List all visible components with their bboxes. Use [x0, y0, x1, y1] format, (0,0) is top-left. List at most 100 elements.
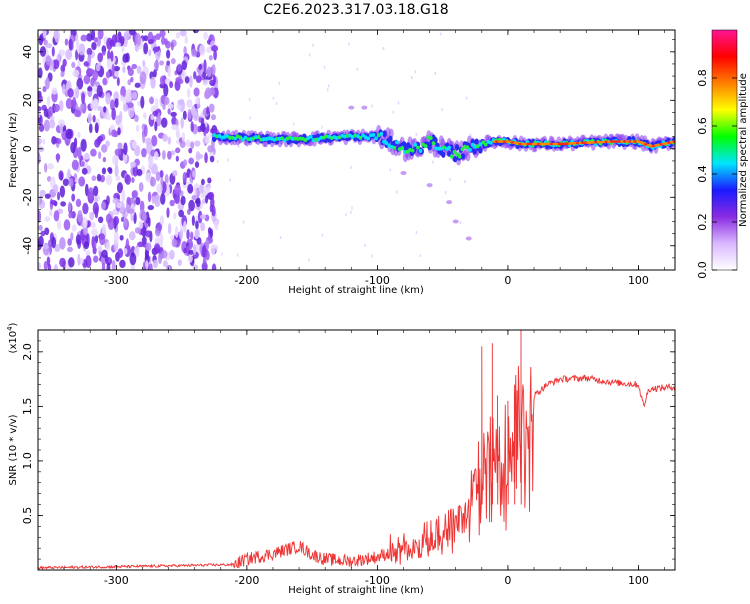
spectrogram-noise-blob: [203, 59, 207, 73]
spectrogram-ridge-core: [298, 136, 303, 141]
spectrogram-ridge-core: [361, 133, 365, 138]
spectrogram-noise-blob: [162, 260, 168, 268]
spectrogram-ridge-core: [405, 149, 410, 154]
spectrogram-noise-blob: [131, 63, 138, 70]
spectrogram-speckle: [415, 132, 418, 136]
spectrogram-noise-blob: [159, 30, 166, 38]
spectrogram-noise-blob: [93, 240, 97, 249]
spectrogram-noise-blob: [38, 105, 42, 112]
spectrogram-noise-blob: [117, 142, 123, 150]
spectrogram-noise-blob: [106, 262, 111, 270]
spectrogram-noise-blob: [188, 249, 195, 255]
spectrogram-noise-blob: [188, 157, 194, 165]
spectrogram-noise-blob: [175, 31, 181, 39]
spectrogram-noise-blob: [133, 212, 137, 224]
spectrogram-speckle: [348, 42, 350, 46]
spectrogram-noise-blob: [53, 103, 60, 113]
spectrogram-noise-blob: [72, 69, 80, 78]
spectrogram-noise-blob: [181, 132, 186, 142]
spectrogram-noise-blob: [195, 220, 199, 230]
spectrogram-noise-blob: [161, 250, 168, 259]
spectrogram-speckle: [312, 43, 314, 47]
spectrogram-noise-blob: [198, 184, 204, 194]
spectrogram-noise-blob: [43, 108, 50, 118]
spectrogram-noise-blob: [148, 157, 154, 168]
spectrogram-speckle: [248, 97, 251, 101]
spectrogram-noise-blob: [51, 236, 57, 249]
spectrogram-ridge-core: [225, 134, 230, 139]
spectrogram-noise-blob: [179, 30, 187, 37]
spectrogram-noise-blob: [130, 76, 134, 83]
spectrogram-noise-blob: [209, 79, 216, 86]
spectrogram-noise-blob: [140, 95, 145, 109]
spectrogram-noise-blob: [182, 110, 187, 120]
spectrogram-noise-blob: [119, 235, 124, 241]
spectrogram-x-tick-label: -100: [365, 274, 390, 287]
spectrogram-noise-blob: [76, 77, 84, 90]
spectrogram-noise-blob: [183, 220, 187, 232]
spectrogram-ridge-core: [280, 136, 284, 141]
spectrogram-ridge-core: [238, 135, 243, 140]
spectrogram-ridge-core: [447, 145, 451, 150]
spectrogram-noise-blob: [71, 159, 79, 171]
spectrogram-noise-blob: [193, 87, 200, 97]
spectrogram-ridge-blue: [401, 141, 407, 148]
spectrogram-noise-blob: [202, 79, 209, 86]
spectrogram-noise-blob: [112, 154, 119, 166]
spectrogram-ridge-core: [460, 147, 465, 152]
spectrogram-noise-blob: [105, 241, 111, 252]
spectrogram-ridge-core: [233, 136, 237, 141]
spectrogram-noise-blob: [169, 249, 175, 260]
spectrogram-noise-blob: [82, 202, 89, 215]
spectrogram-noise-blob: [200, 222, 206, 232]
spectrogram-ridge-core: [314, 137, 318, 142]
spectrogram-noise-blob: [190, 121, 194, 133]
colorbar-ticks: 0.0 0.2 0.4 0.6 0.8: [696, 69, 737, 279]
spectrogram-ridge-core: [254, 135, 258, 140]
snr-x-axis-label: Height of straight line (km): [288, 585, 424, 596]
spectrogram-noise-blob: [150, 114, 155, 121]
spectrogram-noise-blob: [94, 122, 99, 134]
spectrogram-noise-blob: [68, 211, 73, 219]
spectrogram-noise-blob: [97, 52, 104, 63]
spectrogram-noise-blob: [51, 87, 58, 95]
spectrogram-noise-blob: [81, 92, 86, 105]
spectrogram-speckle: [237, 144, 240, 148]
spectrogram-noise-blob: [111, 107, 116, 121]
spectrogram-noise-blob: [180, 116, 184, 129]
spectrogram-ridge-core: [457, 154, 462, 159]
spectrogram-noise-blob: [200, 214, 207, 220]
spectrogram-noise-blob: [105, 71, 111, 79]
spectrogram-noise-blob: [145, 242, 152, 252]
spectrogram-noise-blob: [62, 178, 70, 187]
spectrogram-noise-blob: [134, 114, 139, 123]
spectrogram-noise-blob: [92, 115, 96, 123]
spectrogram-noise-blob: [206, 106, 210, 115]
snr-multiplier-prefix: (x10: [8, 331, 19, 354]
spectrogram-ridge-core: [465, 145, 470, 150]
spectrogram-noise-blob: [187, 183, 194, 194]
snr-y-axis-label: SNR (10 * v/v): [8, 414, 19, 485]
colorbar-tick-label: 0.8: [696, 69, 709, 87]
spectrogram-ridge-peak: [672, 140, 675, 143]
colorbar-tick-label: 0.0: [696, 261, 709, 279]
spectrogram-speckle: [275, 102, 278, 106]
spectrogram-noise-blob: [87, 187, 95, 200]
spectrogram-noise-blob: [154, 121, 158, 132]
spectrogram-ridge-core: [319, 135, 324, 140]
spectrogram-noise-blob: [177, 259, 182, 266]
spectrogram-noise-blob: [179, 229, 184, 240]
spectrogram-noise-blob: [54, 30, 60, 43]
spectrogram-noise-blob: [105, 256, 113, 266]
spectrogram-noise-blob: [73, 109, 81, 118]
spectrogram-noise-blob: [72, 96, 77, 110]
spectrogram-noise-blob: [42, 86, 47, 93]
spectrogram-noise-blob: [211, 64, 216, 76]
spectrogram-noise-blob: [175, 147, 181, 154]
spectrogram-noise-blob: [44, 162, 48, 173]
spectrogram-feature: [446, 200, 453, 205]
spectrogram-noise-blob: [152, 259, 159, 269]
spectrogram-noise-blob: [117, 248, 124, 259]
spectrogram-noise-blob: [201, 178, 205, 186]
spectrogram-noise-blob: [116, 77, 120, 87]
